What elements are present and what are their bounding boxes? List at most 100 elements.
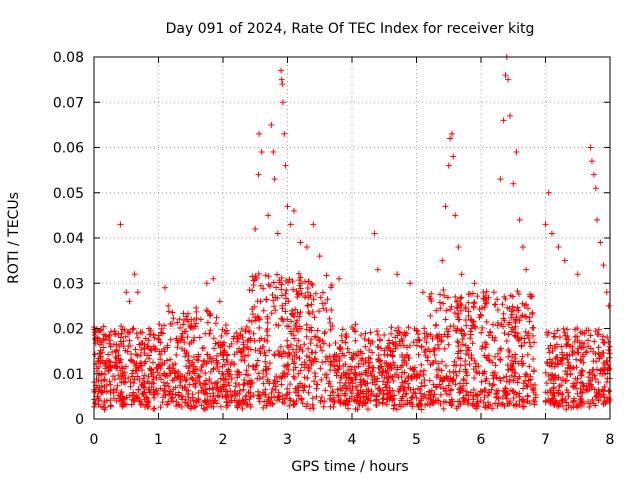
data-point [495, 400, 502, 407]
data-point [519, 244, 526, 251]
data-point [375, 357, 382, 364]
data-point [546, 362, 553, 369]
data-point [304, 400, 311, 407]
data-point [462, 362, 469, 369]
data-point [190, 354, 197, 361]
data-point [220, 371, 227, 378]
data-point [278, 375, 285, 382]
data-point [181, 328, 188, 335]
data-point [590, 348, 597, 355]
data-point [188, 374, 195, 381]
data-point [210, 275, 217, 282]
data-point [482, 386, 489, 393]
y-tick-label: 0.08 [53, 50, 84, 66]
data-point [284, 371, 291, 378]
data-point [501, 317, 508, 324]
data-point [407, 280, 414, 287]
data-point [504, 366, 511, 373]
data-point [329, 323, 336, 330]
data-point [195, 351, 202, 358]
data-point [483, 318, 490, 325]
data-point [471, 375, 478, 382]
data-point [521, 339, 528, 346]
data-point [131, 359, 138, 366]
data-point [566, 365, 573, 372]
data-point [230, 333, 237, 340]
data-point [183, 376, 190, 383]
data-point [161, 284, 168, 291]
data-point [231, 360, 238, 367]
data-point [447, 387, 454, 394]
data-point [213, 380, 220, 387]
data-point [195, 395, 202, 402]
data-point [486, 380, 493, 387]
data-point [224, 402, 231, 409]
data-point [396, 387, 403, 394]
data-point [558, 397, 565, 404]
data-point [459, 341, 466, 348]
data-point [178, 345, 185, 352]
data-point [292, 364, 299, 371]
data-point [330, 389, 337, 396]
data-point [523, 382, 530, 389]
data-point [353, 383, 360, 390]
data-point [606, 354, 613, 361]
data-point [357, 389, 364, 396]
data-point [383, 360, 390, 367]
data-point [578, 398, 585, 405]
data-point [206, 330, 213, 337]
data-point [295, 370, 302, 377]
data-point [139, 329, 146, 336]
data-point [456, 398, 463, 405]
data-point [177, 324, 184, 331]
data-point [156, 321, 163, 328]
data-point [157, 365, 164, 372]
data-point [96, 350, 103, 357]
data-point [179, 385, 186, 392]
data-point [241, 345, 248, 352]
data-point [260, 404, 267, 411]
data-point [142, 401, 149, 408]
data-point [362, 330, 369, 337]
data-point [374, 331, 381, 338]
data-point [306, 357, 313, 364]
data-point [603, 289, 610, 296]
x-axis-title: GPS time / hours [291, 459, 408, 475]
data-point [355, 400, 362, 407]
data-point [275, 347, 282, 354]
data-point [417, 390, 424, 397]
data-point [279, 81, 286, 88]
data-point [282, 308, 289, 315]
data-point [554, 327, 561, 334]
data-point [507, 398, 514, 405]
data-point [113, 341, 120, 348]
data-point [349, 356, 356, 363]
data-point [303, 361, 310, 368]
grid-lines [94, 57, 610, 419]
data-point [491, 301, 498, 308]
data-point [141, 341, 148, 348]
data-point [492, 362, 499, 369]
x-tick-label: 8 [606, 432, 615, 448]
data-point [281, 369, 288, 376]
data-point [492, 301, 499, 308]
data-point [166, 388, 173, 395]
data-point [224, 351, 231, 358]
data-point [553, 354, 560, 361]
data-point [267, 283, 274, 290]
data-point [251, 338, 258, 345]
data-point [400, 401, 407, 408]
data-point [463, 322, 470, 329]
data-point [470, 396, 477, 403]
data-point [252, 225, 259, 232]
data-point [290, 286, 297, 293]
data-point [278, 67, 285, 74]
data-point [462, 342, 469, 349]
data-point [523, 301, 530, 308]
data-point [348, 390, 355, 397]
data-point [128, 370, 135, 377]
data-point [286, 402, 293, 409]
data-point [527, 343, 534, 350]
data-point [490, 375, 497, 382]
data-point [101, 360, 108, 367]
